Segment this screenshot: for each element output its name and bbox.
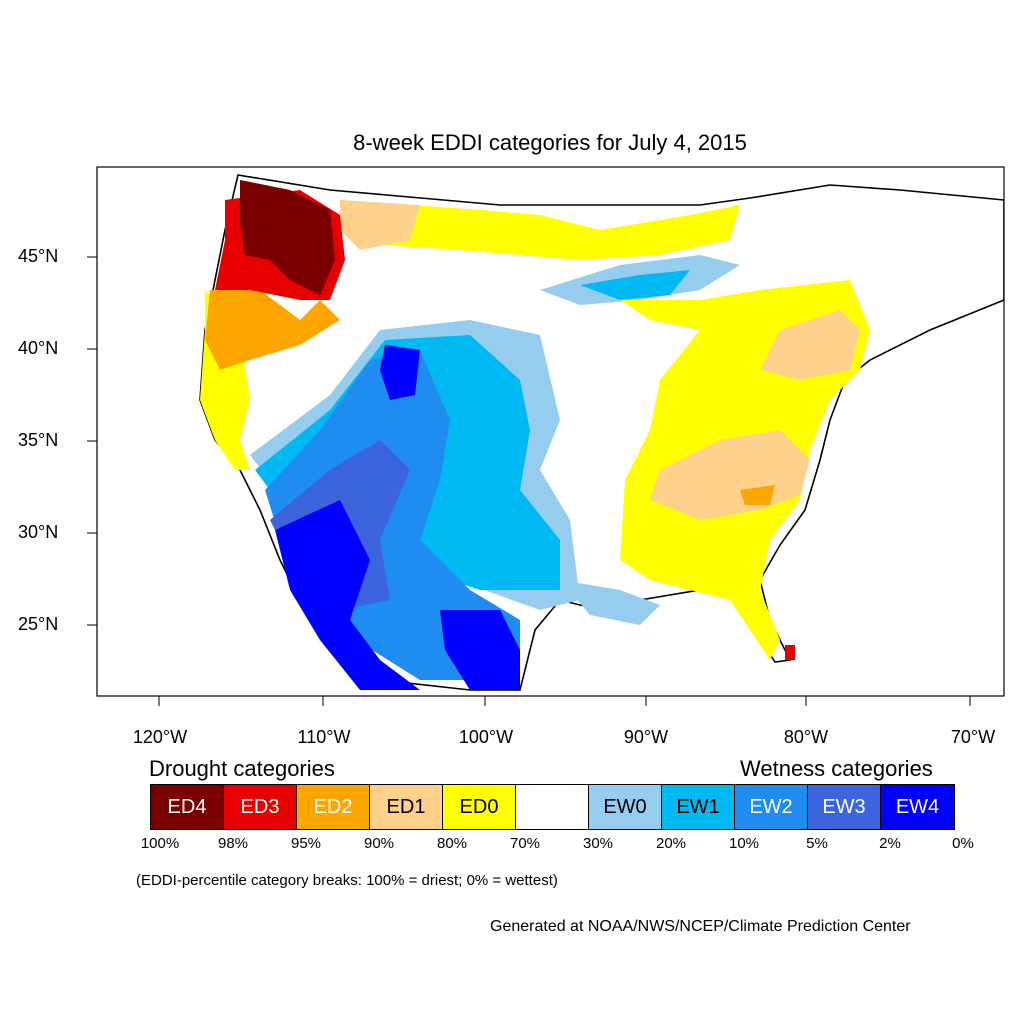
percentile-label: 30% bbox=[582, 835, 614, 852]
lat-label-35: 35°N bbox=[18, 430, 59, 450]
percentile-label: 95% bbox=[290, 835, 322, 852]
drought-categories-title: Drought categories bbox=[149, 756, 335, 781]
percentile-label: 100% bbox=[140, 835, 180, 852]
legend-box-neutral bbox=[516, 785, 589, 829]
lat-ticks bbox=[87, 256, 97, 626]
map-title: 8-week EDDI categories for July 4, 2015 bbox=[353, 130, 747, 155]
lat-label-45: 45°N bbox=[18, 246, 59, 266]
wet-region-ew1-lakes bbox=[580, 270, 690, 300]
drought-region-ed2-southeast bbox=[740, 485, 775, 505]
lat-label-25: 25°N bbox=[18, 614, 59, 634]
wet-region-ew4 bbox=[275, 500, 420, 690]
percentile-label: 98% bbox=[217, 835, 249, 852]
lon-label-80: 80°W bbox=[783, 727, 829, 747]
percentile-label: 90% bbox=[363, 835, 395, 852]
percentile-label: 20% bbox=[655, 835, 687, 852]
lon-label-110: 110°W bbox=[297, 727, 351, 747]
lon-label-70: 70°W bbox=[950, 727, 996, 747]
percentile-label: 0% bbox=[952, 835, 974, 852]
percentile-label: 70% bbox=[509, 835, 541, 852]
drought-region-ed1-northeast bbox=[760, 310, 860, 380]
percentile-label: 2% bbox=[879, 835, 901, 852]
legend-box-ed2: ED2 bbox=[297, 785, 370, 829]
legend-box-ew3: EW3 bbox=[808, 785, 881, 829]
percentile-label: 80% bbox=[436, 835, 468, 852]
lon-label-120: 120°W bbox=[132, 727, 188, 747]
legend-box-ew2: EW2 bbox=[735, 785, 808, 829]
lat-label-40: 40°N bbox=[18, 338, 59, 358]
category-breaks-note: (EDDI-percentile category breaks: 100% =… bbox=[136, 872, 558, 889]
wet-region-ew0-gulf bbox=[560, 580, 660, 625]
lat-label-30: 30°N bbox=[18, 522, 59, 542]
legend-box-ed0: ED0 bbox=[443, 785, 516, 829]
percentile-label: 5% bbox=[806, 835, 828, 852]
wet-region-ew4-texas bbox=[440, 610, 520, 690]
wetness-categories-title: Wetness categories bbox=[740, 756, 933, 781]
legend-box-ew4: EW4 bbox=[881, 785, 954, 829]
legend-box-ed1: ED1 bbox=[370, 785, 443, 829]
percentile-label: 10% bbox=[728, 835, 760, 852]
category-legend: ED4 ED3 ED2 ED1 ED0 EW0 EW1 EW2 EW3 EW4 bbox=[150, 784, 955, 830]
legend-box-ew0: EW0 bbox=[589, 785, 662, 829]
drought-region-ed2-west bbox=[205, 290, 340, 370]
drought-region-ed1-north bbox=[340, 200, 420, 250]
lon-label-100: 100°W bbox=[458, 727, 514, 747]
legend-box-ed4: ED4 bbox=[151, 785, 224, 829]
drought-region-ed4 bbox=[240, 180, 335, 295]
wet-region-ew4-plains bbox=[380, 345, 420, 400]
lon-label-90: 90°W bbox=[623, 727, 669, 747]
credit-line: Generated at NOAA/NWS/NCEP/Climate Predi… bbox=[490, 918, 911, 935]
drought-region-ed0-north bbox=[340, 200, 740, 260]
legend-box-ew1: EW1 bbox=[662, 785, 735, 829]
lon-ticks bbox=[158, 696, 971, 706]
drought-region-ed3-florida bbox=[785, 645, 795, 660]
legend-box-ed3: ED3 bbox=[224, 785, 297, 829]
map-frame bbox=[96, 166, 1005, 697]
